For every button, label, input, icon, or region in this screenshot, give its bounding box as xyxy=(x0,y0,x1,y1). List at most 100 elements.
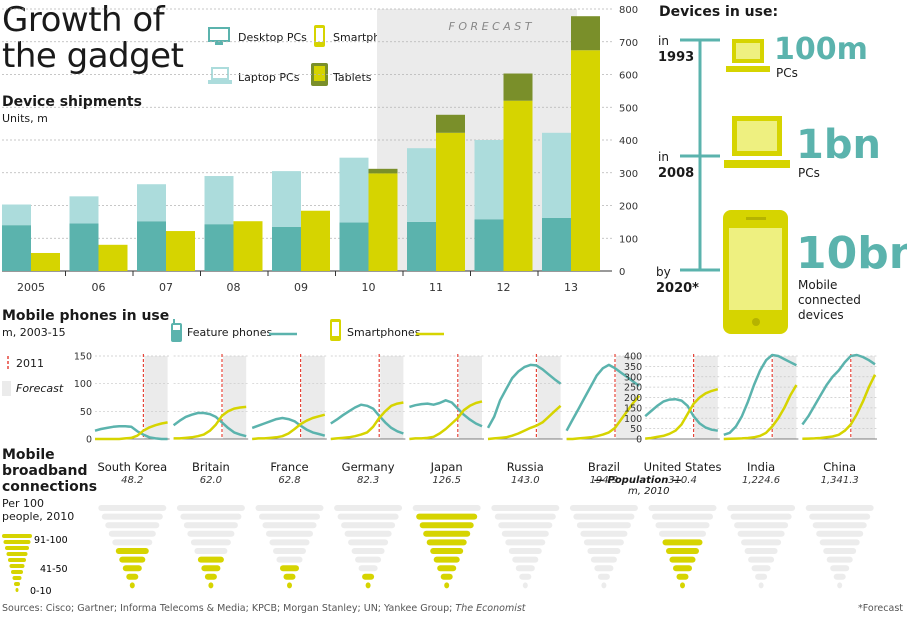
broadband-bar xyxy=(597,573,610,580)
broadband-bar xyxy=(180,513,242,520)
ytick-label: 0 xyxy=(86,435,92,446)
series-feature-phones xyxy=(409,399,483,428)
ytick-label: 100 xyxy=(624,414,642,425)
broadband-bar xyxy=(833,573,846,580)
bar-smartphone xyxy=(571,50,600,271)
broadband-bar xyxy=(280,565,299,572)
scale-bar xyxy=(15,588,19,592)
population-value: 1,224.6 xyxy=(742,475,781,486)
shipments-title: Device shipments xyxy=(2,94,142,110)
ytick-label: 0 xyxy=(619,267,625,278)
broadband-bar xyxy=(129,582,135,589)
country-label: Germany xyxy=(341,460,395,474)
broadband-bar xyxy=(583,539,624,546)
series-feature-phones xyxy=(486,363,562,429)
broadband-bar xyxy=(501,530,549,537)
ytick-label: 150 xyxy=(624,403,642,414)
broadband-bar xyxy=(823,548,857,554)
legend-desktop-icon xyxy=(207,26,231,52)
series-smartphones xyxy=(645,387,719,440)
broadband-bar xyxy=(655,522,710,529)
bar-smartphone xyxy=(166,231,195,271)
bar-desktop xyxy=(339,222,369,271)
broadband-bar xyxy=(734,522,789,529)
broadband-bar xyxy=(176,505,245,511)
forecast-footnote: *Forecast xyxy=(858,603,903,614)
broadband-bar xyxy=(101,513,163,520)
ytick-label: 0 xyxy=(636,435,642,446)
series-smartphones xyxy=(723,384,798,441)
ytick-label: 500 xyxy=(619,103,638,114)
broadband-bar xyxy=(362,573,375,580)
population-value: 82.3 xyxy=(356,475,380,486)
broadband-bar xyxy=(601,582,607,589)
broadband-bar xyxy=(208,582,214,589)
bar-tablet xyxy=(571,16,600,51)
population-value: 1,341.3 xyxy=(820,475,859,486)
legend-smart: Smartphones xyxy=(347,326,421,339)
broadband-bar xyxy=(187,530,235,537)
panel-india xyxy=(723,353,799,441)
bar-smartphone xyxy=(301,210,330,271)
legend-desktop: Desktop PCs xyxy=(238,31,307,44)
xtick-label: 11 xyxy=(429,281,443,294)
broadband-bar xyxy=(812,522,867,529)
broadband-triangles xyxy=(98,505,874,589)
broadband-bar xyxy=(430,548,464,554)
bar-desktop xyxy=(407,221,436,271)
broadband-bar xyxy=(334,505,403,511)
broadband-bar xyxy=(355,556,382,563)
bar-desktop xyxy=(204,224,234,271)
marker-2011-key xyxy=(7,356,9,370)
population-value: 143.0 xyxy=(510,475,540,486)
broadband-bar xyxy=(273,548,306,554)
marker-2011-label: 2011 xyxy=(16,357,44,370)
bar-smartphone xyxy=(98,244,128,271)
scale-bar xyxy=(2,534,32,538)
broadband-bar xyxy=(819,539,860,546)
series-feature-phones xyxy=(172,411,247,438)
ytick-label: 150 xyxy=(74,352,92,363)
broadband-bar xyxy=(755,573,768,580)
broadband-bar xyxy=(751,565,771,572)
broadband-bar xyxy=(837,582,843,589)
broadband-bar xyxy=(262,522,317,529)
broadband-bar xyxy=(201,565,221,572)
population-value: 62.8 xyxy=(278,475,301,486)
xtick-label: 06 xyxy=(92,281,106,294)
bar-smartphone xyxy=(436,132,465,271)
broadband-bar xyxy=(666,548,699,554)
scale-label-low: 0-10 xyxy=(30,586,52,597)
scale-bar xyxy=(6,552,28,556)
ytick-label: 250 xyxy=(624,383,642,394)
devices-title: Devices in use: xyxy=(659,4,779,20)
legend-feature-line xyxy=(269,332,297,336)
broadband-bar xyxy=(730,513,792,520)
broadband-bar xyxy=(505,539,546,546)
broadband-bar xyxy=(512,556,539,563)
legend-smart-line xyxy=(416,332,444,336)
series-feature-phones xyxy=(94,425,168,441)
broadband-bar xyxy=(494,513,556,520)
broadband-bar xyxy=(416,513,478,520)
xtick-label: 13 xyxy=(564,281,578,294)
ytick-label: 100 xyxy=(74,379,92,390)
bar-desktop xyxy=(137,221,166,271)
broadband-bar xyxy=(758,582,764,589)
series-smartphones xyxy=(409,400,483,441)
legend-feature: Feature phones xyxy=(187,326,273,339)
bar-desktop xyxy=(542,217,571,271)
series-feature-phones xyxy=(723,353,797,436)
broadband-bar xyxy=(515,565,535,572)
ytick-label: 700 xyxy=(619,38,638,49)
bar-desktop xyxy=(69,223,99,271)
broadband-bar xyxy=(365,582,371,589)
broadband-bar xyxy=(737,530,785,537)
country-label: United States xyxy=(643,460,722,474)
series-smartphones xyxy=(802,374,877,441)
scale-bar xyxy=(3,540,31,544)
panel-france xyxy=(251,354,327,441)
bar-laptop xyxy=(542,132,571,218)
broadband-bar xyxy=(830,565,850,572)
panel-brazil xyxy=(565,354,642,441)
